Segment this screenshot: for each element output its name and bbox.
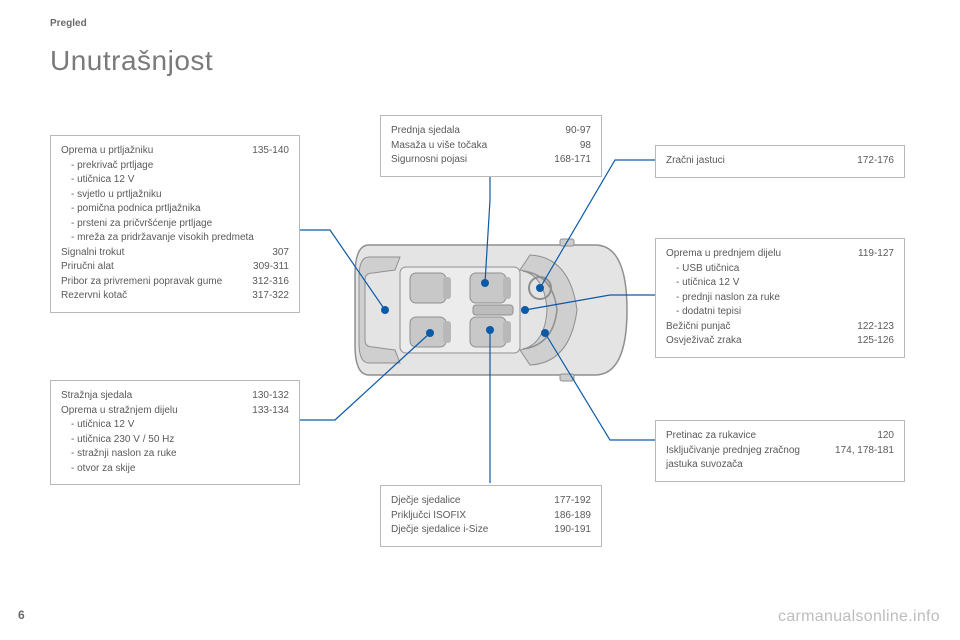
row: Priručni alat 309-311 — [61, 260, 289, 275]
label: Priručni alat — [61, 260, 241, 275]
list-item: mreža za pridržavanje visokih predmeta — [61, 231, 289, 246]
row: Priključci ISOFIX 186-189 — [391, 509, 591, 524]
row: Zračni jastuci 172-176 — [666, 154, 894, 169]
page-ref: 168-171 — [554, 153, 591, 168]
page-ref: 98 — [580, 139, 591, 154]
row: Dječje sjedalice i-Size 190-191 — [391, 523, 591, 538]
row: Isključivanje prednjeg zračnog jastuka s… — [666, 444, 894, 473]
row: Pretinac za rukavice 120 — [666, 429, 894, 444]
list-item: USB utičnica — [666, 262, 894, 277]
page-ref: 130-132 — [252, 389, 289, 404]
callout-glovebox: Pretinac za rukavice 120 Isključivanje pr… — [655, 420, 905, 482]
car-top-view-illustration — [345, 225, 635, 395]
label: Oprema u prtljažniku — [61, 144, 240, 159]
page-ref: 133-134 — [252, 404, 289, 419]
label: Oprema u stražnjem dijelu — [61, 404, 240, 419]
page-ref: 120 — [877, 429, 894, 444]
callout-child-seats: Dječje sjedalice 177-192 Priključci ISOFI… — [380, 485, 602, 547]
feature-list: utičnica 12 V utičnica 230 V / 50 Hz str… — [61, 418, 289, 476]
row: Oprema u prednjem dijelu 119-127 — [666, 247, 894, 262]
list-item: stražnji naslon za ruke — [61, 447, 289, 462]
page-ref: 312-316 — [252, 275, 289, 290]
callout-trunk-equipment: Oprema u prtljažniku 135-140 prekrivač pr… — [50, 135, 300, 313]
watermark: carmanualsonline.info — [778, 608, 940, 626]
list-item: utičnica 230 V / 50 Hz — [61, 433, 289, 448]
label: Zračni jastuci — [666, 154, 845, 169]
row: Oprema u prtljažniku 135-140 — [61, 144, 289, 159]
list-item: prednji naslon za ruke — [666, 291, 894, 306]
page-ref: 177-192 — [554, 494, 591, 509]
row: Signalni trokut 307 — [61, 246, 289, 261]
callout-airbags: Zračni jastuci 172-176 — [655, 145, 905, 178]
label: Pretinac za rukavice — [666, 429, 865, 444]
row: Masaža u više točaka 98 — [391, 139, 591, 154]
page-ref: 186-189 — [554, 509, 591, 524]
callout-front-seats: Prednja sjedala 90-97 Masaža u više točak… — [380, 115, 602, 177]
page-number: 6 — [18, 608, 25, 622]
list-item: svjetlo u prtljažniku — [61, 188, 289, 203]
label: Bežični punjač — [666, 320, 845, 335]
list-item: prsteni za pričvršćenje prtljage — [61, 217, 289, 232]
label: Rezervni kotač — [61, 289, 240, 304]
list-item: utičnica 12 V — [61, 173, 289, 188]
page-ref: 135-140 — [252, 144, 289, 159]
list-item: utičnica 12 V — [61, 418, 289, 433]
page-ref: 307 — [272, 246, 289, 261]
label: Stražnja sjedala — [61, 389, 240, 404]
callout-front-equipment: Oprema u prednjem dijelu 119-127 USB utič… — [655, 238, 905, 358]
label: Oprema u prednjem dijelu — [666, 247, 846, 262]
label: Prednja sjedala — [391, 124, 553, 139]
list-item: otvor za skije — [61, 462, 289, 477]
feature-list: prekrivač prtljage utičnica 12 V svjetlo… — [61, 159, 289, 246]
list-item: utičnica 12 V — [666, 276, 894, 291]
row: Oprema u stražnjem dijelu 133-134 — [61, 404, 289, 419]
label: Dječje sjedalice — [391, 494, 542, 509]
page-title: Unutrašnjost — [50, 45, 213, 77]
row: Stražnja sjedala 130-132 — [61, 389, 289, 404]
row: Osvježivač zraka 125-126 — [666, 334, 894, 349]
page-ref: 317-322 — [252, 289, 289, 304]
page-ref: 309-311 — [253, 260, 289, 275]
list-item: prekrivač prtljage — [61, 159, 289, 174]
label: Masaža u više točaka — [391, 139, 568, 154]
label: Signalni trokut — [61, 246, 260, 261]
label: Pribor za privremeni popravak gume — [61, 275, 240, 290]
label: Priključci ISOFIX — [391, 509, 542, 524]
page-ref: 90-97 — [565, 124, 591, 139]
row: Prednja sjedala 90-97 — [391, 124, 591, 139]
label: Sigurnosni pojasi — [391, 153, 542, 168]
page-ref: 119-127 — [858, 247, 894, 262]
label: Isključivanje prednjeg zračnog jastuka s… — [666, 444, 823, 473]
row: Dječje sjedalice 177-192 — [391, 494, 591, 509]
label: Dječje sjedalice i-Size — [391, 523, 542, 538]
row: Bežični punjač 122-123 — [666, 320, 894, 335]
page-ref: 190-191 — [554, 523, 591, 538]
list-item: pomična podnica prtljažnika — [61, 202, 289, 217]
list-item: dodatni tepisi — [666, 305, 894, 320]
page-ref: 174, 178-181 — [835, 444, 894, 473]
page-ref: 172-176 — [857, 154, 894, 169]
label: Osvježivač zraka — [666, 334, 845, 349]
page-ref: 125-126 — [857, 334, 894, 349]
row: Rezervni kotač 317-322 — [61, 289, 289, 304]
row: Sigurnosni pojasi 168-171 — [391, 153, 591, 168]
callout-rear-seats: Stražnja sjedala 130-132 Oprema u stražnj… — [50, 380, 300, 485]
feature-list: USB utičnica utičnica 12 V prednji naslo… — [666, 262, 894, 320]
section-tab: Pregled — [50, 18, 87, 29]
page-ref: 122-123 — [857, 320, 894, 335]
row: Pribor za privremeni popravak gume 312-31… — [61, 275, 289, 290]
